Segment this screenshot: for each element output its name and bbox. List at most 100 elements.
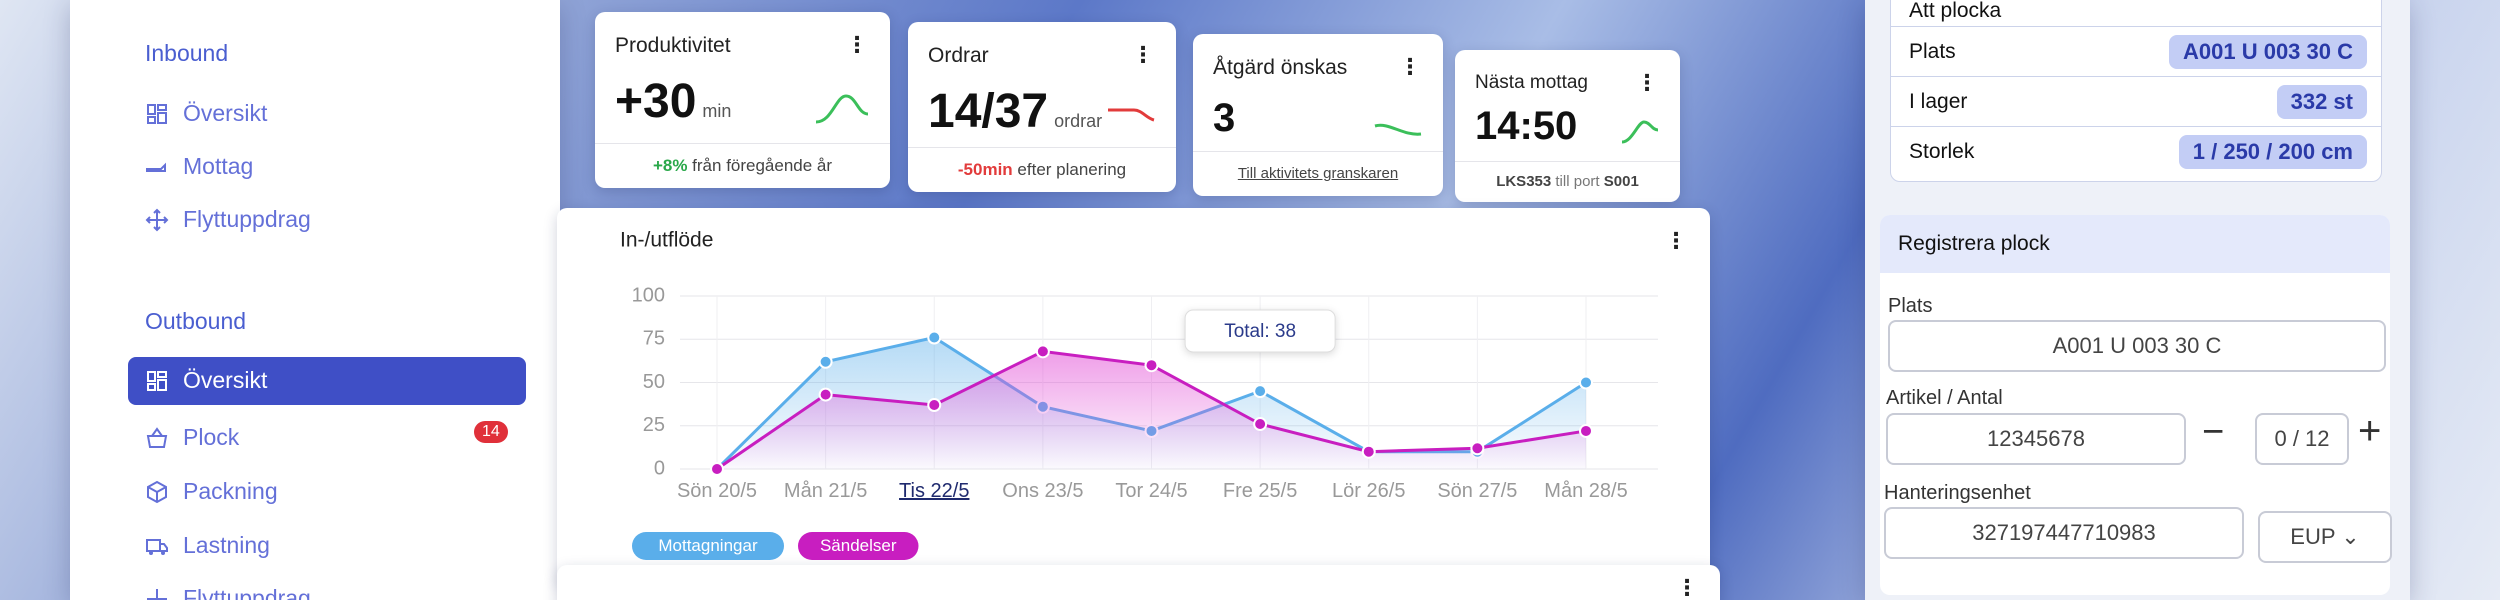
note: efter planering [1017, 160, 1127, 179]
kpi-title: Produktivitet [615, 34, 731, 57]
pick-panel: Att plocka Plats A001 U 003 30 C I lager 3… [1865, 0, 2410, 600]
x-tick-label: Sön 20/5 [677, 480, 757, 502]
register-form: Registrera plock Plats A001 U 003 30 C A… [1880, 215, 2392, 595]
value: 14/37 [928, 85, 1049, 138]
nav-item[interactable]: Mottag [145, 153, 253, 180]
delta: +8% [652, 156, 688, 175]
unit-select[interactable]: EUP ⌄ [2258, 511, 2392, 563]
table-row: Plats A001 U 003 30 C [1891, 26, 2381, 77]
x-tick-label: Fre 25/5 [1223, 480, 1297, 502]
kpi-footer: +8% från föregående år [595, 143, 890, 188]
nav-item[interactable]: Plock [145, 424, 239, 451]
point [1470, 441, 1485, 456]
nav-item[interactable]: Flyttuppdrag [145, 585, 311, 600]
y-tick-label: 75 [643, 328, 665, 350]
kpi-value: 3 [1213, 96, 1236, 140]
icon [145, 208, 169, 231]
point [818, 354, 833, 369]
legend-pill[interactable] [798, 532, 919, 560]
icon [146, 538, 168, 555]
kpi-title: Nästa mottag [1475, 72, 1588, 93]
kpi-card: Nästa mottag ⋮ 14:50 LKS353 till port S00… [1455, 50, 1680, 202]
menu[interactable]: ⋮ [1636, 70, 1658, 95]
menu[interactable]: ⋮ [1665, 228, 1687, 253]
count-field[interactable]: 0 / 12 [2255, 413, 2349, 465]
nav-item[interactable]: Packning [145, 478, 278, 505]
point [927, 330, 942, 345]
decrement[interactable]: − [2202, 411, 2225, 453]
area [717, 351, 1586, 469]
sparkline [815, 94, 869, 124]
sparkline [1621, 120, 1659, 144]
sidebar: Inbound Översikt Mottag Flyttuppdrag Out… [70, 0, 560, 600]
nav-item[interactable]: Flyttuppdrag [145, 206, 311, 233]
menu[interactable]: ⋮ [1399, 54, 1421, 79]
field[interactable]: A001 U 003 30 C [1888, 320, 2386, 372]
icon [146, 162, 166, 172]
point [818, 387, 833, 402]
nav-item[interactable]: Lastning [145, 532, 270, 559]
unit: min [702, 101, 732, 121]
kpi-card: Åtgärd önskas ⋮ 3 Till aktivitets granska… [1193, 34, 1443, 196]
chart-title: In-/utflöde [620, 229, 713, 252]
point [710, 462, 724, 476]
menu[interactable]: ⋮ [846, 32, 868, 57]
row-value: 332 st [2276, 85, 2367, 119]
row-key: Storlek [1909, 140, 1975, 163]
menu[interactable]: ⋮ [1132, 42, 1154, 67]
row-key: Plats [1909, 40, 1956, 63]
nav-label: Översikt [183, 367, 268, 393]
kpi-title: Åtgärd önskas [1213, 56, 1348, 79]
value: +30 [615, 75, 697, 128]
ref: LKS353 [1496, 173, 1552, 190]
section-title: Outbound [145, 308, 247, 334]
section-title: Inbound [145, 40, 229, 66]
field-label: Artikel / Antal [1886, 387, 2003, 409]
port: S001 [1603, 173, 1639, 190]
x-tick-label: Sön 27/5 [1437, 480, 1517, 502]
field[interactable]: 12345678 [1886, 413, 2186, 465]
row-key: I lager [1909, 90, 1968, 113]
kpi-value: 14/37 ordrar [928, 84, 1102, 139]
note: till port [1555, 173, 1600, 190]
table-row: Att plocka [1891, 0, 2381, 27]
increment[interactable]: + [2358, 409, 2382, 453]
nav-label: Flyttuppdrag [183, 206, 311, 232]
point [1361, 444, 1376, 459]
point [1144, 358, 1159, 373]
kpi-title: Ordrar [928, 44, 989, 67]
table-row: I lager 332 st [1891, 76, 2381, 127]
point [1579, 375, 1593, 390]
nav-active[interactable]: Översikt [128, 357, 526, 405]
x-tick-label: Mån 28/5 [1544, 480, 1627, 502]
icon [147, 370, 167, 391]
nav-label: Packning [183, 478, 278, 504]
point [1579, 423, 1593, 438]
legend-label: Mottagningar [658, 536, 758, 555]
kpi-value: 14:50 [1475, 104, 1578, 148]
sparkline [1108, 108, 1155, 122]
kpi-footer: -50min efter planering [908, 147, 1176, 192]
field[interactable]: 327197447710983 [1884, 507, 2244, 559]
x-tick-label: Mån 21/5 [784, 480, 867, 502]
legend-pill[interactable] [632, 532, 784, 560]
row-key: Att plocka [1909, 0, 2002, 22]
kpi-link[interactable]: Till aktivitets granskaren [1193, 151, 1443, 196]
nav-item[interactable]: Översikt [145, 367, 526, 394]
icon [147, 480, 167, 503]
form-title: Registrera plock [1880, 215, 2390, 273]
kpi-card: Ordrar ⋮ 14/37 ordrar -50min efter planeri… [908, 22, 1176, 192]
nav-label: Lastning [183, 532, 270, 558]
nav-item[interactable]: Översikt [145, 100, 267, 127]
point [1035, 344, 1050, 359]
tooltip-box [1184, 309, 1336, 353]
row-value: A001 U 003 30 C [2169, 35, 2367, 69]
y-tick-label: 100 [632, 284, 665, 306]
nav-label: Flyttuppdrag [183, 585, 311, 600]
icon [146, 426, 168, 448]
menu[interactable]: ⋮ [1676, 575, 1698, 600]
kpi-footer: LKS353 till port S001 [1455, 161, 1680, 202]
y-tick-label: 50 [643, 371, 665, 393]
y-tick-label: 0 [654, 457, 665, 479]
